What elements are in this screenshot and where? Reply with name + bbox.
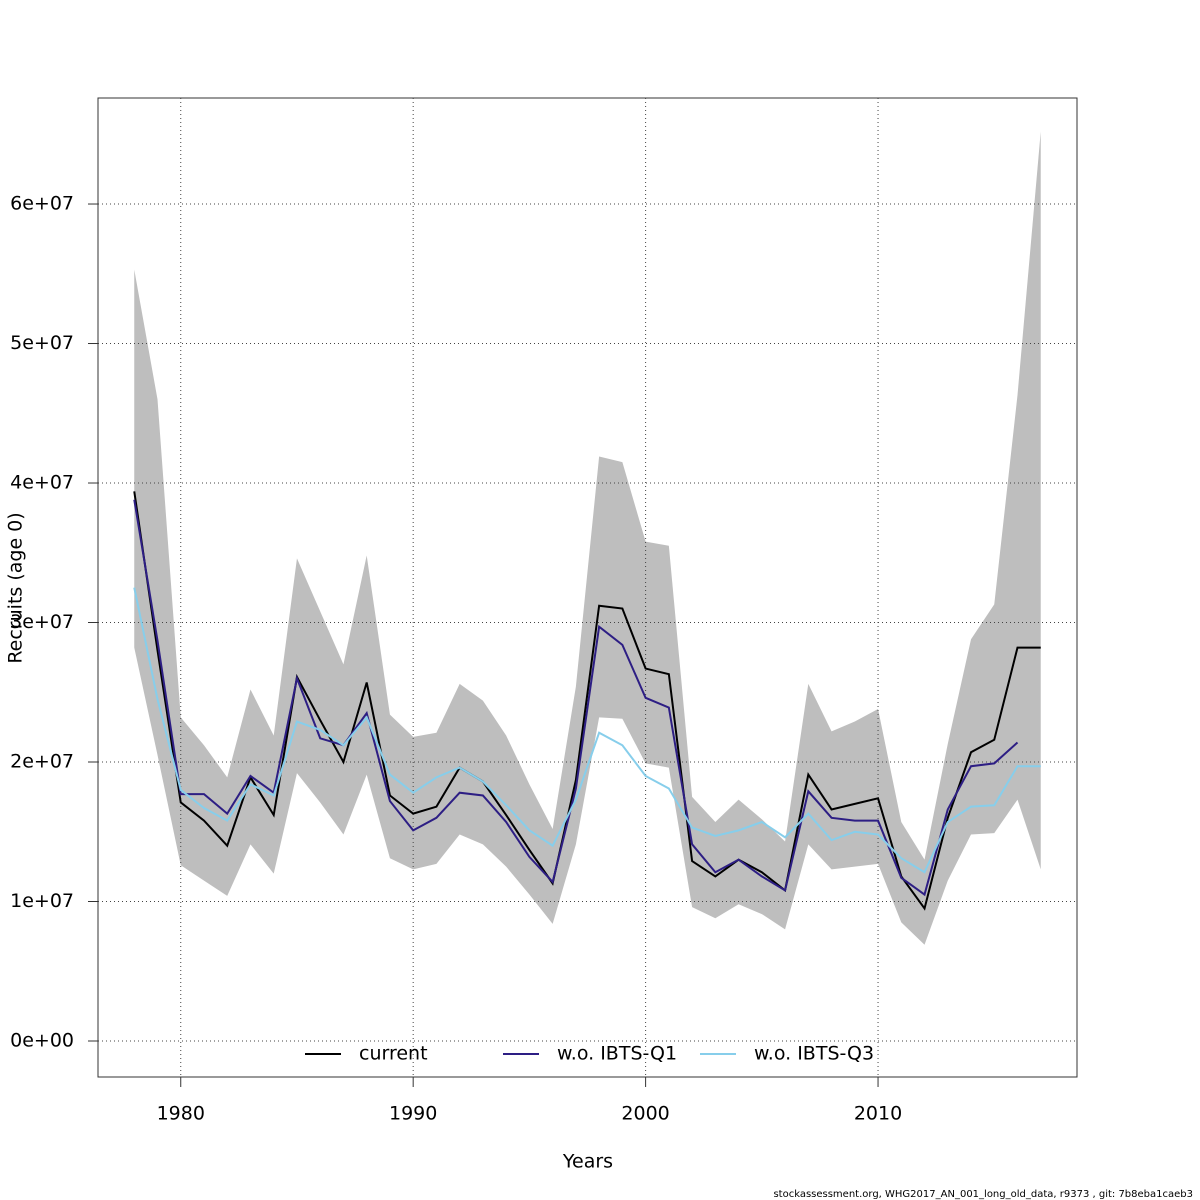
x-tick-label: 1990 [389, 1103, 437, 1125]
series-line [133, 587, 1041, 874]
legend-label: current [359, 1043, 428, 1065]
series-line [133, 491, 1041, 911]
y-tick-label: 3e+07 [10, 611, 74, 633]
x-tick-label: 2000 [621, 1103, 669, 1125]
plot-frame [97, 97, 1078, 1078]
band-layer [134, 131, 1041, 945]
legend-label: w.o. IBTS-Q1 [557, 1043, 677, 1065]
series-line [133, 499, 1019, 897]
y-tick-label: 5e+07 [10, 332, 74, 354]
y-tick-label: 1e+07 [10, 890, 74, 912]
line-layer [133, 491, 1041, 911]
confidence-band [134, 131, 1041, 945]
y-tick-label: 2e+07 [10, 751, 74, 773]
y-tick-label: 0e+00 [10, 1030, 74, 1052]
y-tick-label: 4e+07 [10, 472, 74, 494]
x-tick-label: 2010 [854, 1103, 902, 1125]
x-tick-label: 1980 [157, 1103, 205, 1125]
y-tick-label: 6e+07 [10, 193, 74, 215]
legend-label: w.o. IBTS-Q3 [754, 1043, 874, 1065]
x-axis-label: Years [562, 1151, 613, 1173]
footer: stockassessment.org, WHG2017_AN_001_long… [773, 1189, 1193, 1200]
y-axis-label: Recruits (age 0) [5, 512, 27, 663]
